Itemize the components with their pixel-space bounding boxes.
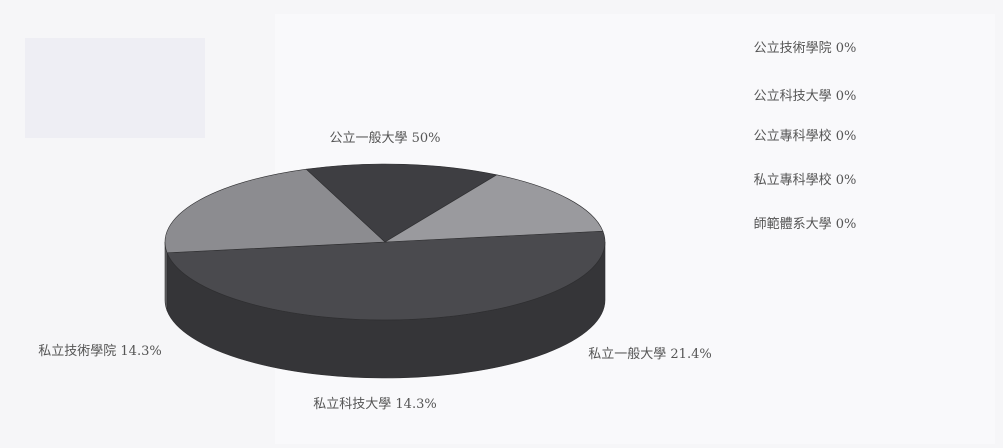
label-normal-univ: 師範體系大學 0% [754,217,857,232]
label-private-tech-college: 私立技術學院 14.3% [38,344,161,359]
label-public-tech-univ: 公立科技大學 0% [754,89,857,104]
slice-私立技術學院 [384,174,604,243]
background-panel [25,38,205,138]
slice-私立科技大學 [305,163,498,243]
pie-layer [164,163,606,379]
label-private-junior-college: 私立專科學校 0% [754,172,857,188]
slice-公立一般大學 [166,230,606,321]
label-private-general-univ: 私立一般大學 21.4% [588,346,711,362]
label-public-general-univ: 公立一般大學 50% [329,130,440,146]
label-public-junior-college: 公立專科學校 0% [754,128,857,144]
label-private-tech-univ: 私立科技大學 14.3% [313,397,436,412]
label-public-tech-college: 公立技術學院 0% [754,41,857,56]
slice-私立一般大學 [164,168,386,254]
